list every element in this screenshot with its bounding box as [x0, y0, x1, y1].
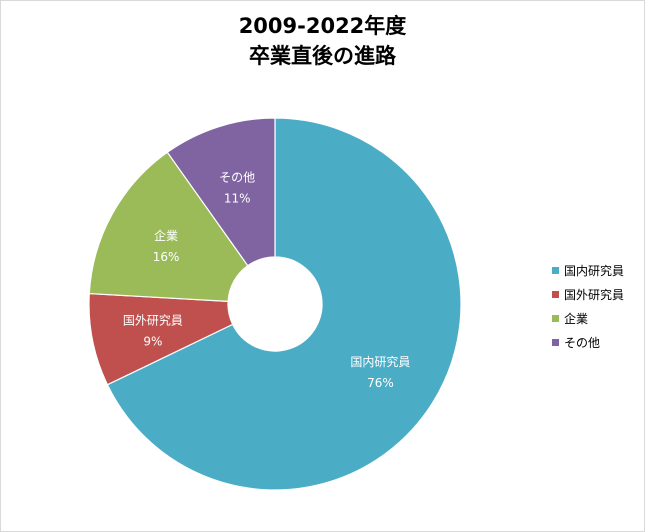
legend-label: その他 — [564, 335, 601, 350]
slice-category-label: その他 — [219, 170, 255, 184]
legend-swatch — [552, 314, 559, 322]
chart-title: 2009-2022年度 卒業直後の進路 — [1, 11, 644, 71]
legend-item: 国内研究員 — [552, 258, 624, 282]
legend-swatch — [552, 290, 559, 298]
slice-category-label: 企業 — [154, 228, 178, 243]
legend-item: その他 — [552, 330, 624, 354]
slice-category-label: 国外研究員 — [123, 312, 183, 327]
legend: 国内研究員 国外研究員 企業 その他 — [552, 258, 624, 354]
doughnut-slice — [88, 151, 249, 302]
slice-value-label: 9% — [143, 334, 162, 348]
chart-title-line-2: 卒業直後の進路 — [249, 44, 396, 68]
legend-label: 国内研究員 — [564, 263, 625, 278]
slice-category-label: 国内研究員 — [350, 354, 410, 369]
slice-value-label: 11% — [224, 191, 251, 205]
legend-item: 国外研究員 — [552, 282, 624, 306]
legend-label: 国外研究員 — [564, 287, 625, 302]
slice-value-label: 16% — [153, 250, 180, 264]
chart-title-line-1: 2009-2022年度 — [238, 14, 407, 38]
doughnut-slice — [106, 117, 462, 491]
doughnut-slice — [166, 117, 276, 267]
legend-label: 企業 — [564, 311, 589, 326]
legend-swatch — [552, 338, 559, 346]
legend-swatch — [552, 266, 559, 274]
slice-value-label: 76% — [367, 376, 394, 390]
legend-item: 企業 — [552, 306, 624, 330]
